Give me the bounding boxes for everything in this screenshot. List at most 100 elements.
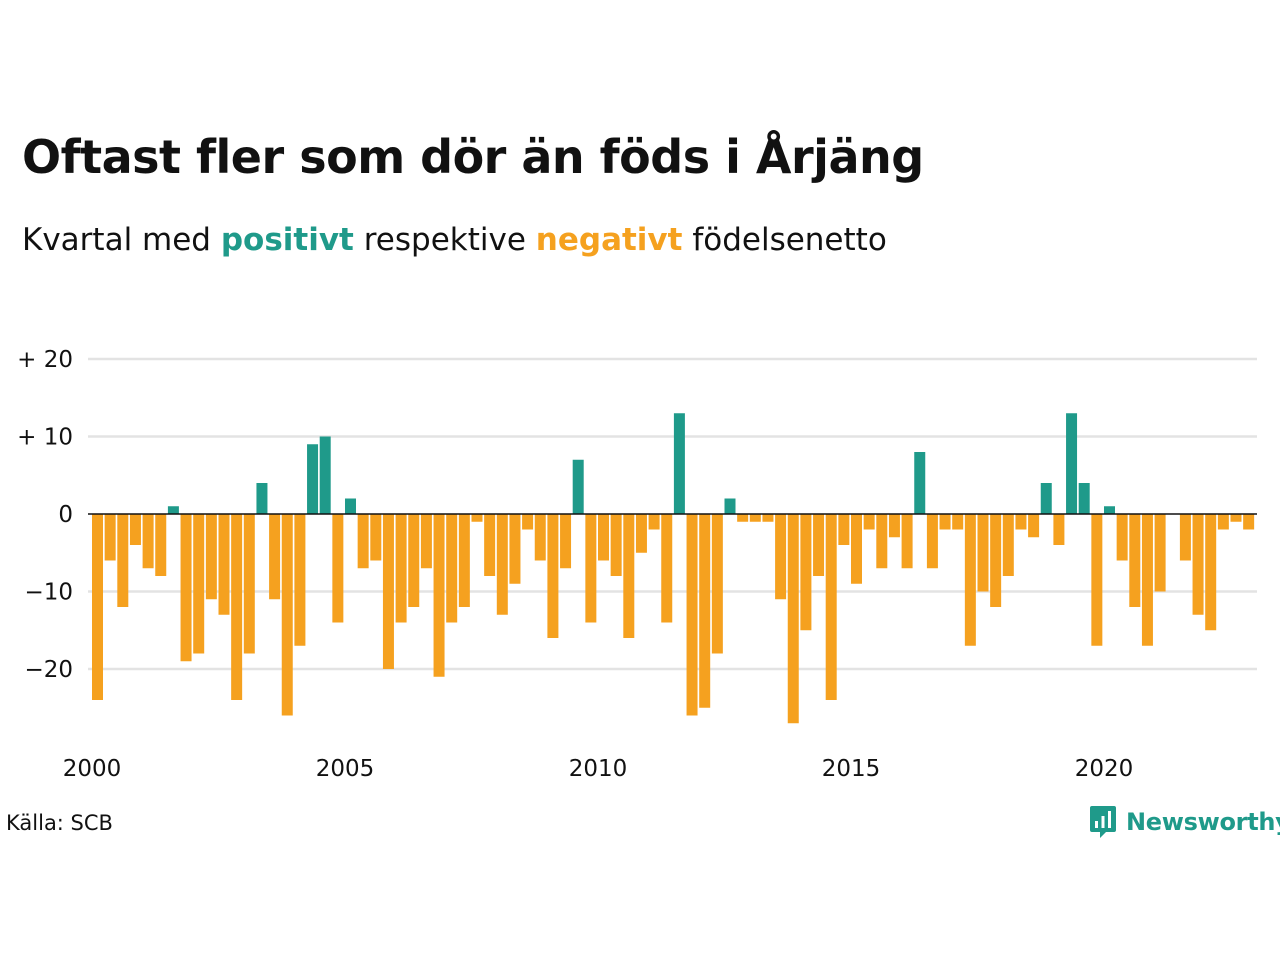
bar-negative bbox=[496, 514, 508, 615]
bar-negative bbox=[408, 514, 420, 607]
y-tick-label: −10 bbox=[24, 580, 73, 606]
bar-negative bbox=[686, 514, 698, 716]
bar-negative bbox=[1015, 514, 1027, 530]
bar-negative bbox=[775, 514, 787, 600]
x-tick-label: 2010 bbox=[569, 756, 628, 782]
x-tick-label: 2015 bbox=[822, 756, 881, 782]
y-tick-label: + 10 bbox=[17, 425, 73, 451]
bar-negative bbox=[964, 514, 976, 646]
bar-negative bbox=[762, 514, 774, 522]
bar-negative bbox=[420, 514, 432, 569]
bar-negative bbox=[522, 514, 534, 530]
bar-negative bbox=[395, 514, 407, 623]
x-tick-label: 2020 bbox=[1075, 756, 1134, 782]
bar-negative bbox=[155, 514, 167, 576]
bar-negative bbox=[205, 514, 217, 600]
bar-negative bbox=[876, 514, 888, 569]
bar-negative bbox=[813, 514, 825, 576]
subtitle-positive-word: positivt bbox=[220, 222, 354, 258]
x-tick-label: 2005 bbox=[316, 756, 375, 782]
bar-negative bbox=[218, 514, 230, 615]
bar-positive bbox=[319, 436, 331, 514]
bar-negative bbox=[1179, 514, 1191, 561]
bar-negative bbox=[281, 514, 293, 716]
brand-name: Newsworthy bbox=[1126, 808, 1280, 836]
bar-positive bbox=[914, 452, 926, 514]
bar-negative bbox=[104, 514, 116, 561]
x-axis-labels: 2000 2005 2010 2015 2020 bbox=[63, 756, 1134, 782]
bar-positive bbox=[1066, 413, 1078, 514]
brand-logo[interactable]: Newsworthy bbox=[1088, 804, 1280, 840]
bar-negative bbox=[129, 514, 141, 545]
bar-positive bbox=[724, 498, 736, 514]
bar-negative bbox=[711, 514, 723, 654]
bar-negative bbox=[1116, 514, 1128, 561]
bar-negative bbox=[471, 514, 483, 522]
bar-negative bbox=[800, 514, 812, 631]
bar-negative bbox=[117, 514, 129, 607]
subtitle-suffix: födelsenetto bbox=[682, 222, 887, 258]
bar-positive bbox=[345, 498, 356, 514]
bar-negative bbox=[661, 514, 673, 623]
bar-negative bbox=[294, 514, 306, 646]
bar-negative bbox=[901, 514, 913, 569]
y-tick-label: 0 bbox=[58, 502, 73, 528]
y-tick-label: + 20 bbox=[17, 347, 73, 373]
subtitle-prefix: Kvartal med bbox=[22, 222, 221, 258]
bar-negative bbox=[749, 514, 761, 522]
bar-negative bbox=[838, 514, 850, 545]
bar-negative bbox=[952, 514, 964, 530]
bar-chart: + 20 + 10 0 −10 −20 2000 2005 2010 2015 2020 bbox=[17, 347, 1257, 782]
bar-negative bbox=[332, 514, 344, 623]
bar-negative bbox=[1028, 514, 1040, 538]
bars bbox=[92, 413, 1255, 724]
bar-positive bbox=[167, 506, 179, 514]
bar-negative bbox=[370, 514, 382, 561]
subtitle-middle: respektive bbox=[353, 222, 536, 258]
bar-negative bbox=[977, 514, 989, 592]
bar-negative bbox=[534, 514, 546, 561]
bar-negative bbox=[939, 514, 951, 530]
bar-negative bbox=[1154, 514, 1166, 592]
bar-negative bbox=[598, 514, 609, 561]
bar-negative bbox=[635, 514, 647, 553]
bar-negative bbox=[142, 514, 154, 569]
bar-negative bbox=[382, 514, 394, 669]
bar-negative bbox=[1129, 514, 1141, 607]
bar-negative bbox=[1091, 514, 1103, 646]
source-note: Källa: SCB bbox=[6, 811, 113, 835]
bar-negative bbox=[787, 514, 799, 724]
bar-negative bbox=[357, 514, 369, 569]
bar-negative bbox=[446, 514, 458, 623]
bar-positive bbox=[307, 444, 319, 514]
bar-negative bbox=[863, 514, 875, 530]
bar-negative bbox=[193, 514, 205, 654]
bar-negative bbox=[1141, 514, 1153, 646]
bar-positive bbox=[572, 459, 584, 514]
bar-positive bbox=[256, 483, 268, 514]
bar-negative bbox=[560, 514, 572, 569]
bar-negative bbox=[509, 514, 521, 584]
bar-negative bbox=[1230, 514, 1242, 522]
bar-negative bbox=[1205, 514, 1217, 631]
bar-negative bbox=[433, 514, 445, 677]
subtitle-negative-word: negativt bbox=[535, 222, 683, 258]
bar-negative bbox=[623, 514, 635, 638]
bar-positive bbox=[1104, 506, 1115, 514]
bar-positive bbox=[673, 413, 685, 514]
bar-negative bbox=[610, 514, 622, 576]
bar-positive bbox=[1040, 483, 1052, 514]
bar-negative bbox=[1053, 514, 1065, 545]
bar-negative bbox=[269, 514, 281, 600]
bar-negative bbox=[1243, 514, 1255, 530]
y-tick-label: −20 bbox=[24, 657, 73, 683]
newsworthy-logo-icon bbox=[1090, 806, 1116, 838]
bar-negative bbox=[1217, 514, 1229, 530]
chart-title: Oftast fler som dör än föds i Årjäng bbox=[22, 130, 924, 184]
bar-negative bbox=[547, 514, 559, 638]
bar-negative bbox=[180, 514, 192, 662]
bar-negative bbox=[92, 514, 103, 700]
x-tick-label: 2000 bbox=[63, 756, 122, 782]
bar-negative bbox=[648, 514, 660, 530]
bar-positive bbox=[1078, 483, 1090, 514]
